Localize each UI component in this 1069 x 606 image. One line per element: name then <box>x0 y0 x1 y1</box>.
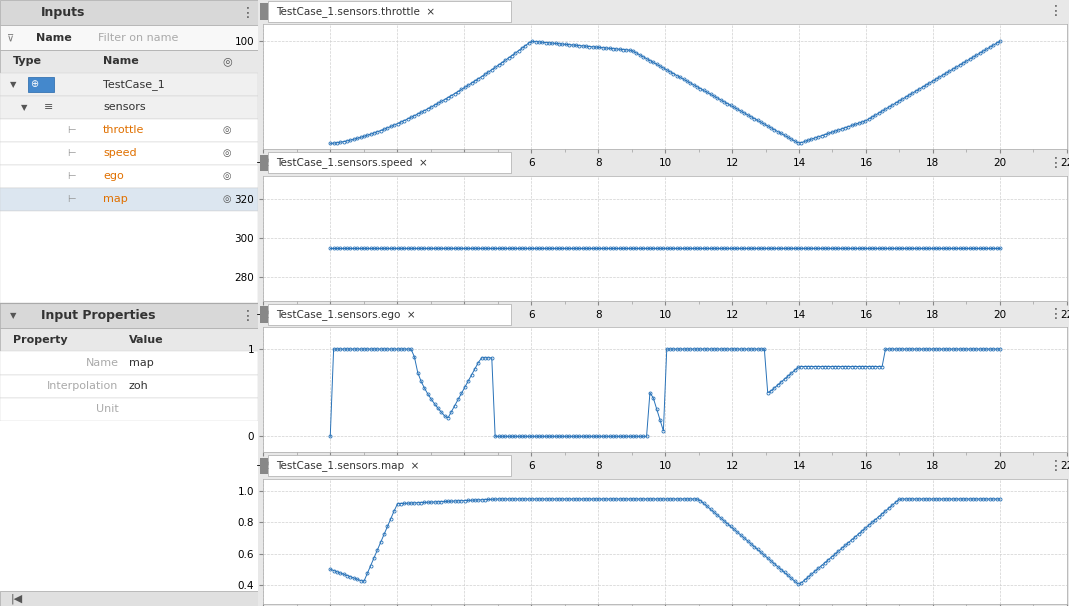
FancyBboxPatch shape <box>267 1 511 22</box>
Text: map: map <box>129 358 154 368</box>
Text: ⋮: ⋮ <box>1049 4 1063 18</box>
Text: TestCase_1.sensors.throttle  ×: TestCase_1.sensors.throttle × <box>276 5 435 16</box>
Text: ⊢: ⊢ <box>67 171 76 181</box>
Text: ⋮: ⋮ <box>241 308 254 323</box>
FancyBboxPatch shape <box>260 155 267 171</box>
Text: ⋮: ⋮ <box>241 5 254 20</box>
Text: ▼: ▼ <box>20 103 27 112</box>
Text: TestCase_1.sensors.speed  ×: TestCase_1.sensors.speed × <box>276 157 428 168</box>
Text: map: map <box>104 195 128 204</box>
Text: ◎: ◎ <box>222 56 232 66</box>
Text: throttle: throttle <box>104 125 144 135</box>
FancyBboxPatch shape <box>0 591 258 606</box>
Text: ⋮: ⋮ <box>1049 307 1063 321</box>
Text: ⋮: ⋮ <box>1049 156 1063 170</box>
FancyBboxPatch shape <box>0 119 258 142</box>
FancyBboxPatch shape <box>0 165 258 188</box>
Text: TestCase_1: TestCase_1 <box>104 79 165 90</box>
FancyBboxPatch shape <box>267 455 511 476</box>
Text: ⊽: ⊽ <box>6 33 14 42</box>
Text: Property: Property <box>13 335 67 345</box>
FancyBboxPatch shape <box>29 77 55 92</box>
FancyBboxPatch shape <box>0 50 258 73</box>
Text: ego: ego <box>104 171 124 181</box>
FancyBboxPatch shape <box>267 152 511 173</box>
Text: ▼: ▼ <box>11 311 17 320</box>
Text: ⊢: ⊢ <box>67 148 76 158</box>
FancyBboxPatch shape <box>0 303 258 328</box>
FancyBboxPatch shape <box>0 73 258 96</box>
Text: ⋮: ⋮ <box>1049 459 1063 473</box>
Text: Name: Name <box>104 56 139 66</box>
Text: zoh: zoh <box>129 381 149 391</box>
Text: Unit: Unit <box>96 404 119 414</box>
FancyBboxPatch shape <box>260 4 267 19</box>
FancyBboxPatch shape <box>0 25 258 50</box>
Text: Input Properties: Input Properties <box>42 309 156 322</box>
Text: ◎: ◎ <box>222 195 231 204</box>
Text: Name: Name <box>36 33 72 42</box>
FancyBboxPatch shape <box>0 351 258 375</box>
Text: Inputs: Inputs <box>42 6 86 19</box>
Text: ≡: ≡ <box>44 102 53 112</box>
FancyBboxPatch shape <box>267 304 511 325</box>
FancyBboxPatch shape <box>0 96 258 119</box>
Text: ◎: ◎ <box>222 171 231 181</box>
FancyBboxPatch shape <box>0 375 258 398</box>
FancyBboxPatch shape <box>0 421 258 591</box>
Text: ⊢: ⊢ <box>67 195 76 204</box>
Text: ▼: ▼ <box>11 80 17 88</box>
FancyBboxPatch shape <box>0 211 258 303</box>
Text: Interpolation: Interpolation <box>47 381 119 391</box>
FancyBboxPatch shape <box>0 188 258 211</box>
Text: TestCase_1.sensors.map  ×: TestCase_1.sensors.map × <box>276 460 419 471</box>
Text: ◎: ◎ <box>222 148 231 158</box>
FancyBboxPatch shape <box>0 0 258 25</box>
Text: TestCase_1.sensors.ego  ×: TestCase_1.sensors.ego × <box>276 308 416 319</box>
FancyBboxPatch shape <box>260 458 267 474</box>
Text: Filter on name: Filter on name <box>98 33 179 42</box>
FancyBboxPatch shape <box>260 307 267 322</box>
FancyBboxPatch shape <box>0 398 258 421</box>
Text: speed: speed <box>104 148 137 158</box>
Text: |◀: |◀ <box>11 593 22 604</box>
Text: Value: Value <box>129 335 164 345</box>
Text: ⊢: ⊢ <box>67 125 76 135</box>
Text: sensors: sensors <box>104 102 145 112</box>
FancyBboxPatch shape <box>0 328 258 351</box>
FancyBboxPatch shape <box>0 142 258 165</box>
Text: ◎: ◎ <box>222 125 231 135</box>
Text: Name: Name <box>86 358 119 368</box>
Text: ⊕: ⊕ <box>30 79 38 89</box>
Text: Type: Type <box>13 56 42 66</box>
